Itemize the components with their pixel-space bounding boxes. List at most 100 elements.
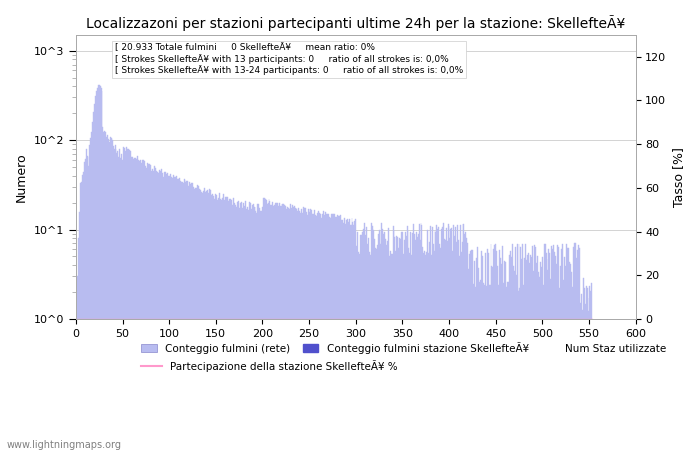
Partecipazione della stazione SkellefteÃ¥ % [587,316,596,322]
Bar [80,183,81,450]
Bar [307,215,308,450]
Bar [425,256,426,450]
Bar [237,202,238,450]
Bar [481,251,482,450]
Bar [164,172,165,450]
Bar [550,279,551,450]
Partecipazione della stazione SkellefteÃ¥ % [508,316,516,322]
Bar [484,285,485,450]
Bar [106,137,107,450]
Bar [500,264,502,450]
Bar [160,171,161,450]
Bar [449,238,450,450]
Bar [116,153,118,450]
Bar [251,209,252,450]
Bar [262,207,263,450]
Bar [125,150,126,450]
Bar [77,276,78,450]
Bar [391,254,393,450]
Bar [186,181,188,450]
Bar [506,287,507,450]
Bar [248,210,249,450]
Bar [378,234,379,450]
Bar [302,212,303,450]
Bar [537,256,538,450]
Bar [340,215,342,450]
Bar [436,225,438,450]
Bar [344,218,345,450]
Bar [319,212,320,450]
Bar [96,91,97,450]
Bar [407,231,408,450]
Bar [404,240,405,450]
Bar [132,157,133,450]
Bar [178,179,179,450]
Bar [377,245,378,450]
Bar [374,239,375,450]
Bar [185,180,186,450]
Bar [503,261,505,450]
Bar [562,244,564,450]
Bar [522,243,523,450]
Bar [499,250,500,450]
Bar [494,245,495,450]
Bar [349,219,350,450]
Legend: Partecipazione della stazione SkellefteÃ¥ %: Partecipazione della stazione SkellefteÃ… [137,356,402,376]
Bar [336,217,337,450]
Bar [115,145,116,450]
Bar [435,232,436,450]
Bar [202,193,203,450]
Bar [433,251,435,450]
Bar [169,174,171,450]
Bar [281,204,283,450]
Bar [475,258,477,450]
Bar [200,190,202,450]
Bar [325,215,326,450]
Bar [220,199,221,450]
Bar [153,171,154,450]
Bar [422,247,423,450]
Bar [320,214,321,450]
Bar [432,227,433,450]
Bar [78,238,79,450]
Bar [286,209,287,450]
Bar [137,157,138,450]
Bar [551,246,552,450]
Bar [150,165,151,450]
Bar [350,225,351,450]
Bar [193,187,194,450]
Bar [572,287,573,450]
Bar [263,198,264,450]
Bar [151,171,152,450]
Bar [486,249,488,450]
Bar [273,206,274,450]
Bar [194,189,195,450]
Bar [166,174,167,450]
Bar [124,148,125,450]
Bar [297,209,298,450]
Bar [330,218,331,450]
Bar [455,227,456,450]
Bar [565,266,566,450]
Bar [290,204,291,450]
Bar [88,166,90,450]
Bar [511,257,512,450]
Bar [82,175,83,450]
Bar [590,291,592,450]
Bar [332,214,333,450]
Bar [295,208,297,450]
Bar [163,177,164,450]
Bar [410,232,411,450]
Bar [386,245,387,450]
Bar [274,205,275,450]
Bar [227,202,228,450]
Bar [277,203,278,450]
Bar [441,229,442,450]
Bar [402,254,404,450]
Bar [287,207,288,450]
Bar [192,183,193,450]
Bar [456,242,457,450]
Bar [76,319,77,450]
Bar [440,248,441,450]
Bar [121,154,122,450]
